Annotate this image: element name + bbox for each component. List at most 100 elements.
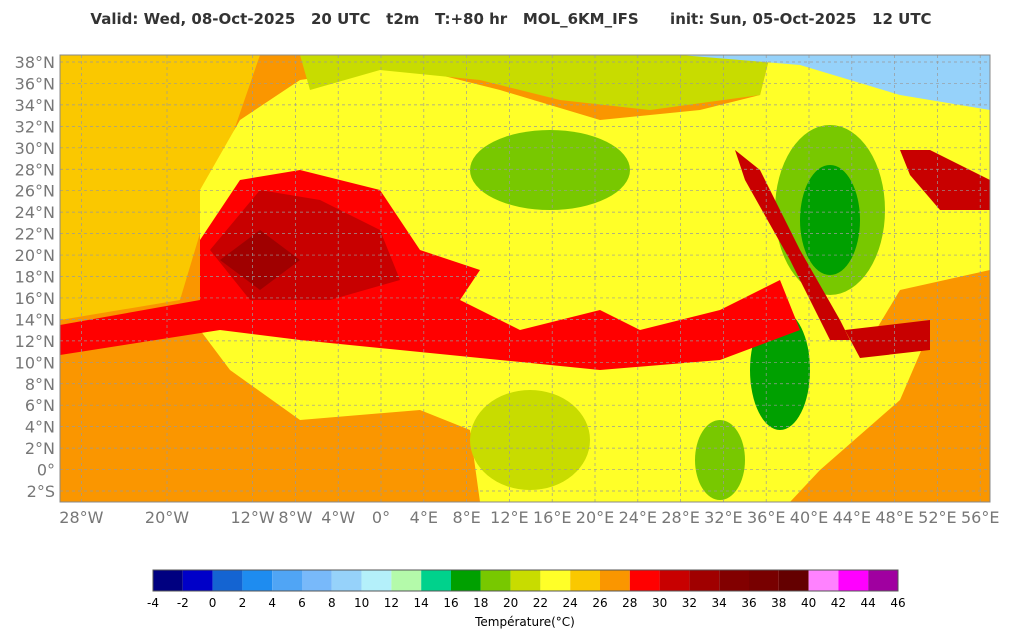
colorbar-tick: 12 <box>384 596 399 610</box>
colorbar: -4 -2 0 2 4 6 8 10 12 14 16 18 20 22 24 26 28 30 32 34 36 38 4… <box>147 569 906 610</box>
colorbar-swatch <box>629 570 660 591</box>
lat-label: 12°N <box>15 332 55 351</box>
colorbar-tick: 0 <box>209 596 217 610</box>
lon-label: 12°W <box>231 508 275 527</box>
lat-label: 6°N <box>25 396 55 415</box>
colorbar-swatch <box>212 570 243 591</box>
colorbar-swatch <box>540 570 571 591</box>
colorbar-tick: 10 <box>354 596 369 610</box>
lon-label: 8°W <box>278 508 312 527</box>
colorbar-tick: 40 <box>801 596 816 610</box>
colorbar-tick: 36 <box>741 596 756 610</box>
lon-label: 20°W <box>145 508 189 527</box>
temperature-field <box>60 55 990 502</box>
lat-label: 0° <box>37 461 55 480</box>
colorbar-tick: 22 <box>533 596 548 610</box>
colorbar-swatch <box>451 570 481 591</box>
colorbar-tick: 8 <box>328 596 336 610</box>
lon-label: 48°E <box>875 508 913 527</box>
colorbar-swatch <box>331 570 362 591</box>
lat-label: 32°N <box>15 117 55 136</box>
colorbar-tick: 2 <box>239 596 247 610</box>
lon-label: 12°E <box>490 508 528 527</box>
colorbar-tick: 6 <box>298 596 306 610</box>
lon-label: 28°W <box>59 508 103 527</box>
colorbar-tick: 20 <box>503 596 518 610</box>
lon-label: 52°E <box>918 508 956 527</box>
lat-label: 18°N <box>15 268 55 287</box>
lon-label: 28°E <box>661 508 699 527</box>
colorbar-swatch <box>868 570 898 591</box>
lat-label: 38°N <box>15 53 55 72</box>
lon-label: 0° <box>372 508 390 527</box>
lon-label: 36°E <box>747 508 785 527</box>
lon-label: 44°E <box>833 508 871 527</box>
lat-label: 2°S <box>27 482 55 501</box>
lon-label: 56°E <box>961 508 999 527</box>
lat-label: 28°N <box>15 160 55 179</box>
colorbar-tick: -2 <box>177 596 189 610</box>
colorbar-tick: 30 <box>652 596 667 610</box>
colorbar-swatch <box>302 570 332 591</box>
colorbar-tick: 46 <box>890 596 905 610</box>
lon-label: 4°W <box>321 508 355 527</box>
colorbar-swatch <box>361 570 392 591</box>
colorbar-label: Température(°C) <box>474 615 575 629</box>
lat-label: 36°N <box>15 74 55 93</box>
colorbar-swatch <box>272 570 302 591</box>
colorbar-frame <box>152 569 899 592</box>
colorbar-tick: 32 <box>682 596 697 610</box>
colorbar-swatch <box>778 570 809 591</box>
lat-label: 24°N <box>15 203 55 222</box>
colorbar-tick: 42 <box>831 596 846 610</box>
lon-label: 24°E <box>619 508 657 527</box>
colorbar-swatch <box>719 570 749 591</box>
colorbar-tick: -4 <box>147 596 159 610</box>
lon-label: 40°E <box>790 508 828 527</box>
lat-label: 30°N <box>15 139 55 158</box>
colorbar-swatch <box>749 570 779 591</box>
colorbar-tick: 4 <box>268 596 276 610</box>
colorbar-swatch <box>570 570 600 591</box>
graticule: 38°N 36°N 34°N 32°N 30°N 28°N 26°N 24°N 22°N 20°N… <box>15 53 1000 527</box>
colorbar-tick: 44 <box>861 596 876 610</box>
colorbar-tick: 34 <box>712 596 727 610</box>
lon-label: 8°E <box>452 508 480 527</box>
colorbar-swatch <box>808 570 839 591</box>
lat-label: 4°N <box>25 418 55 437</box>
lon-label: 16°E <box>533 508 571 527</box>
lat-label: 2°N <box>25 439 55 458</box>
lat-label: 34°N <box>15 96 55 115</box>
colorbar-tick: 28 <box>622 596 637 610</box>
colorbar-swatch <box>153 570 183 591</box>
colorbar-tick: 18 <box>473 596 488 610</box>
colorbar-swatch <box>600 570 630 591</box>
colorbar-swatch <box>182 570 213 591</box>
colorbar-tick: 16 <box>443 596 458 610</box>
colorbar-swatch <box>480 570 511 591</box>
lat-label: 26°N <box>15 182 55 201</box>
colorbar-tick: 24 <box>563 596 578 610</box>
lat-label: 20°N <box>15 246 55 265</box>
lat-label: 14°N <box>15 310 55 329</box>
colorbar-swatch <box>838 570 869 591</box>
lat-label: 10°N <box>15 353 55 372</box>
lat-label: 8°N <box>25 375 55 394</box>
colorbar-swatch <box>510 570 541 591</box>
colorbar-tick: 38 <box>771 596 786 610</box>
lat-label: 22°N <box>15 225 55 244</box>
colorbar-swatch <box>689 570 720 591</box>
lon-label: 4°E <box>410 508 438 527</box>
colorbar-tick: 26 <box>592 596 607 610</box>
lon-label: 20°E <box>576 508 614 527</box>
colorbar-swatch <box>659 570 690 591</box>
colorbar-tick: 14 <box>414 596 429 610</box>
colorbar-swatch <box>242 570 273 591</box>
lat-label: 16°N <box>15 289 55 308</box>
colorbar-swatch <box>391 570 422 591</box>
map-frame <box>59 54 991 503</box>
title: Valid: Wed, 08-Oct-2025 20 UTC t2m T:+80… <box>90 10 931 28</box>
colorbar-swatch <box>421 570 451 591</box>
lon-label: 32°E <box>704 508 742 527</box>
